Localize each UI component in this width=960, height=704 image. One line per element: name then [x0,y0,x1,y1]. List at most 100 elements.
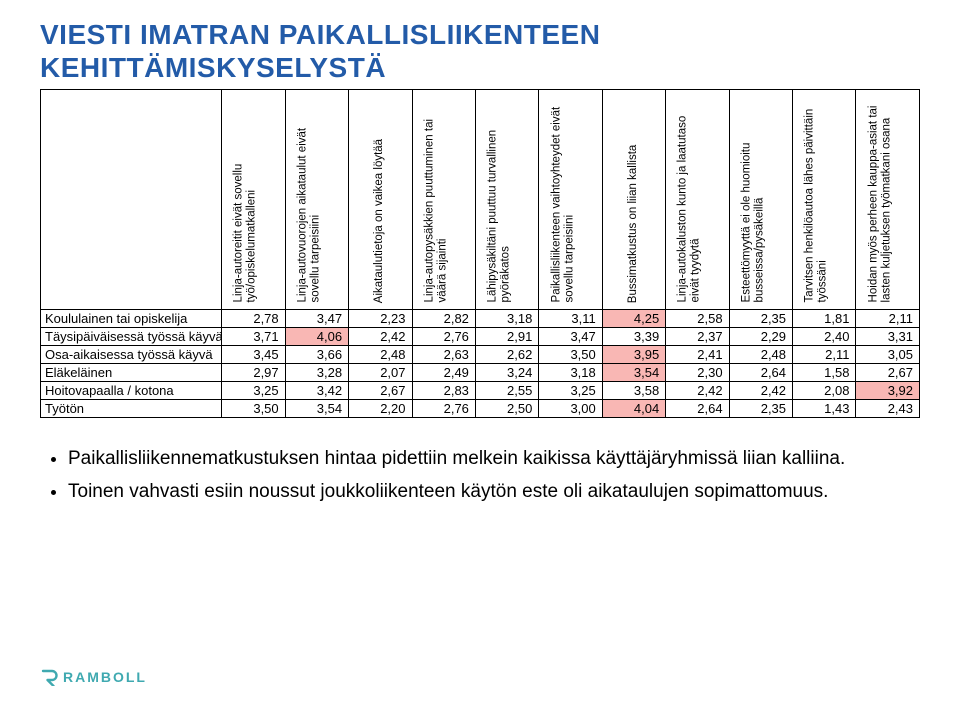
table-cell: 3,24 [475,363,538,381]
table-row: Eläkeläinen2,973,282,072,493,243,183,542… [41,363,920,381]
table-cell: 2,50 [475,399,538,417]
table-cell: 2,64 [729,363,792,381]
table-cell: 3,18 [539,363,602,381]
table-cell: 3,50 [222,399,285,417]
table-row-label: Täysipäiväisessä työssä käyvä [41,327,222,345]
table-cell: 2,42 [349,327,412,345]
table-col-header-label: Paikallisliikenteen vaihtoyhteydet eivät… [550,93,576,303]
table-cell: 3,00 [539,399,602,417]
table-cell: 2,49 [412,363,475,381]
table-col-header-label: Tarvitsen henkilöautoa lähes päivittäin … [804,93,830,303]
table-cell: 3,25 [539,381,602,399]
table-cell: 3,39 [602,327,665,345]
table-header-row: Linja-autoreitit eivät sovellu työ/opisk… [41,89,920,309]
table-cell: 3,11 [539,309,602,327]
table-cell: 2,78 [222,309,285,327]
table-row-label: Osa-aikaisessa työssä käyvä [41,345,222,363]
table-col-header-label: Linja-autopysäkkien puuttuminen tai väär… [423,93,449,303]
table-cell: 2,41 [666,345,729,363]
table-row-label: Koululainen tai opiskelija [41,309,222,327]
data-table: Linja-autoreitit eivät sovellu työ/opisk… [40,89,920,418]
table-row-label: Eläkeläinen [41,363,222,381]
table-col-header: Tarvitsen henkilöautoa lähes päivittäin … [793,89,856,309]
bullet-list: Paikallisliikennematkustuksen hintaa pid… [40,446,920,505]
table-cell: 3,42 [285,381,348,399]
bullet-ul: Paikallisliikennematkustuksen hintaa pid… [48,446,920,505]
table-col-header: Esteettömyyttä ei ole huomioitu busseiss… [729,89,792,309]
table-cell: 3,92 [856,381,920,399]
table-col-header: Paikallisliikenteen vaihtoyhteydet eivät… [539,89,602,309]
table-cell: 2,35 [729,399,792,417]
table-cell: 1,81 [793,309,856,327]
table-corner [41,89,222,309]
bullet-item: Paikallisliikennematkustuksen hintaa pid… [68,446,920,472]
table-cell: 4,04 [602,399,665,417]
table-cell: 4,06 [285,327,348,345]
table-cell: 2,11 [793,345,856,363]
table-cell: 3,50 [539,345,602,363]
table-cell: 3,95 [602,345,665,363]
table-col-header-label: Linja-autokaluston kunto ja laatutaso ei… [677,93,703,303]
table-cell: 2,35 [729,309,792,327]
table-cell: 1,43 [793,399,856,417]
table-cell: 1,58 [793,363,856,381]
table-col-header: Lähipysäkiltäni puuttuu turvallinen pyör… [475,89,538,309]
table-col-header-label: Linja-autoreitit eivät sovellu työ/opisk… [233,93,259,303]
table-row: Työtön3,503,542,202,762,503,004,042,642,… [41,399,920,417]
table-cell: 2,97 [222,363,285,381]
table-col-header-label: Linja-autovuorojen aikataulut eivät sove… [296,93,322,303]
table-col-header: Linja-autovuorojen aikataulut eivät sove… [285,89,348,309]
table-cell: 3,54 [602,363,665,381]
table-cell: 3,47 [539,327,602,345]
table-cell: 2,76 [412,399,475,417]
table-cell: 2,29 [729,327,792,345]
table-cell: 2,23 [349,309,412,327]
table-cell: 2,58 [666,309,729,327]
table-cell: 3,25 [222,381,285,399]
table-cell: 2,42 [666,381,729,399]
table-col-header: Linja-autopysäkkien puuttuminen tai väär… [412,89,475,309]
table-col-header: Aikataulutietoja on vaikea löytää [349,89,412,309]
table-row: Täysipäiväisessä työssä käyvä3,714,062,4… [41,327,920,345]
ramboll-logo: RAMBOLL [40,668,147,686]
slide: VIESTI IMATRAN PAIKALLISLIIKENTEEN KEHIT… [0,0,960,704]
table-col-header: Linja-autokaluston kunto ja laatutaso ei… [666,89,729,309]
table-cell: 2,43 [856,399,920,417]
table-cell: 3,66 [285,345,348,363]
table-col-header-label: Hoidan myös perheen kauppa-asiat tai las… [867,93,893,303]
table-col-header-label: Lähipysäkiltäni puuttuu turvallinen pyör… [487,93,513,303]
table-cell: 2,07 [349,363,412,381]
data-table-wrap: Linja-autoreitit eivät sovellu työ/opisk… [40,89,920,418]
table-cell: 3,31 [856,327,920,345]
table-cell: 2,30 [666,363,729,381]
table-cell: 2,37 [666,327,729,345]
table-cell: 2,48 [349,345,412,363]
table-row-label: Työtön [41,399,222,417]
table-cell: 3,28 [285,363,348,381]
table-cell: 2,91 [475,327,538,345]
table-row: Koululainen tai opiskelija2,783,472,232,… [41,309,920,327]
table-cell: 4,25 [602,309,665,327]
table-col-header: Bussimatkustus on liian kallista [602,89,665,309]
table-cell: 2,20 [349,399,412,417]
table-col-header: Linja-autoreitit eivät sovellu työ/opisk… [222,89,285,309]
table-cell: 3,54 [285,399,348,417]
table-body: Koululainen tai opiskelija2,783,472,232,… [41,309,920,417]
table-col-header: Hoidan myös perheen kauppa-asiat tai las… [856,89,920,309]
slide-title-line2: KEHITTÄMISKYSELYSTÄ [40,53,920,82]
table-cell: 2,63 [412,345,475,363]
table-cell: 2,11 [856,309,920,327]
table-cell: 2,55 [475,381,538,399]
table-col-header-label: Aikataulutietoja on vaikea löytää [373,93,386,303]
bullet-item: Toinen vahvasti esiin noussut joukkoliik… [68,479,920,505]
table-row-label: Hoitovapaalla / kotona [41,381,222,399]
table-cell: 2,76 [412,327,475,345]
table-col-header-label: Esteettömyyttä ei ole huomioitu busseiss… [740,93,766,303]
table-cell: 2,08 [793,381,856,399]
table-cell: 2,67 [856,363,920,381]
ramboll-logo-icon [40,668,58,686]
table-row: Hoitovapaalla / kotona3,253,422,672,832,… [41,381,920,399]
table-cell: 2,67 [349,381,412,399]
slide-title-line1: VIESTI IMATRAN PAIKALLISLIIKENTEEN [40,20,920,49]
table-cell: 2,48 [729,345,792,363]
